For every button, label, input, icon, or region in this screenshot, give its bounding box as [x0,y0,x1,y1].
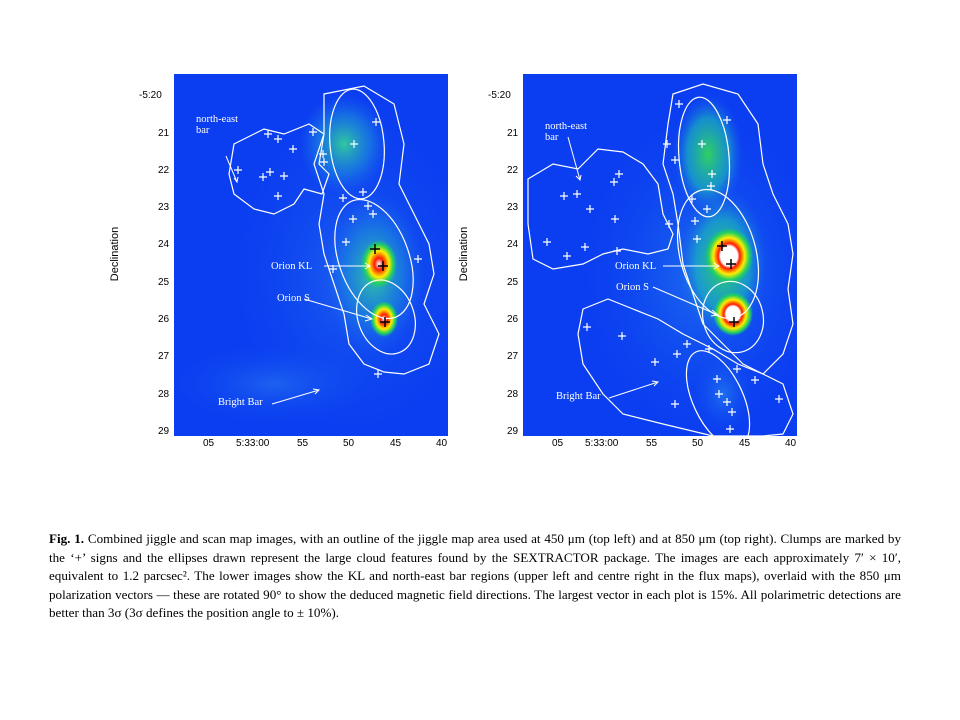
x-tick: 5:33:00 [585,438,619,449]
x-tick: 55 [646,438,658,449]
y-tick: 24 [507,239,519,250]
x-tick: 05 [203,438,215,449]
y-tick: 21 [507,128,519,139]
x-tick: 5:33:00 [236,438,270,449]
label-bright-bar: Bright Bar [556,391,601,402]
label-orion-kl: Orion KL [615,261,657,272]
y-tick: 28 [507,389,519,400]
y-tick: 29 [158,426,170,437]
x-tick: 40 [436,438,448,449]
figure-caption: Fig. 1. Combined jiggle and scan map ima… [49,530,901,623]
y-tick: -5:20 [139,90,162,101]
figure-number: Fig. 1. [49,531,85,546]
y-tick: 22 [158,165,170,176]
y-tick: 23 [507,202,519,213]
x-tick: 05 [552,438,564,449]
y-tick: 29 [507,426,519,437]
map-450-image [174,74,448,436]
y-tick: 25 [507,277,519,288]
y-tick: 24 [158,239,170,250]
label-north-east-bar: north-east bar [196,114,238,136]
caption-text: Combined jiggle and scan map images, wit… [49,531,901,621]
label-north-east-bar: north-east bar [545,121,587,143]
x-tick: 40 [785,438,797,449]
y-tick: 25 [158,277,170,288]
x-tick: 55 [297,438,309,449]
y-axis-label: Declination [458,226,471,282]
label-orion-s: Orion S [616,282,649,293]
map-850-image [523,74,797,436]
y-tick: 23 [158,202,170,213]
x-tick: 50 [343,438,355,449]
y-tick: 26 [158,314,170,325]
y-tick: 27 [158,351,170,362]
y-tick: 21 [158,128,170,139]
y-tick: 28 [158,389,170,400]
x-tick: 45 [390,438,402,449]
y-tick: 26 [507,314,519,325]
clump-markers-850 [543,100,783,433]
y-tick: 27 [507,351,519,362]
label-orion-kl: Orion KL [271,261,313,272]
x-tick: 50 [692,438,704,449]
y-tick: 22 [507,165,519,176]
y-tick: -5:20 [488,90,511,101]
y-axis-label: Declination [109,226,122,282]
label-orion-s: Orion S [277,293,310,304]
x-tick: 45 [739,438,751,449]
label-bright-bar: Bright Bar [218,397,263,408]
